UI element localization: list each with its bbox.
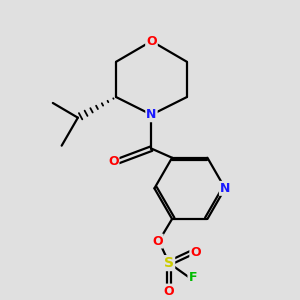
Text: N: N	[146, 108, 157, 121]
Text: N: N	[220, 182, 230, 195]
Text: O: O	[152, 235, 163, 248]
Text: O: O	[164, 285, 175, 298]
Text: F: F	[188, 271, 197, 284]
Text: O: O	[146, 34, 157, 48]
Text: O: O	[108, 155, 119, 168]
Text: S: S	[164, 256, 174, 270]
Text: O: O	[190, 246, 201, 259]
